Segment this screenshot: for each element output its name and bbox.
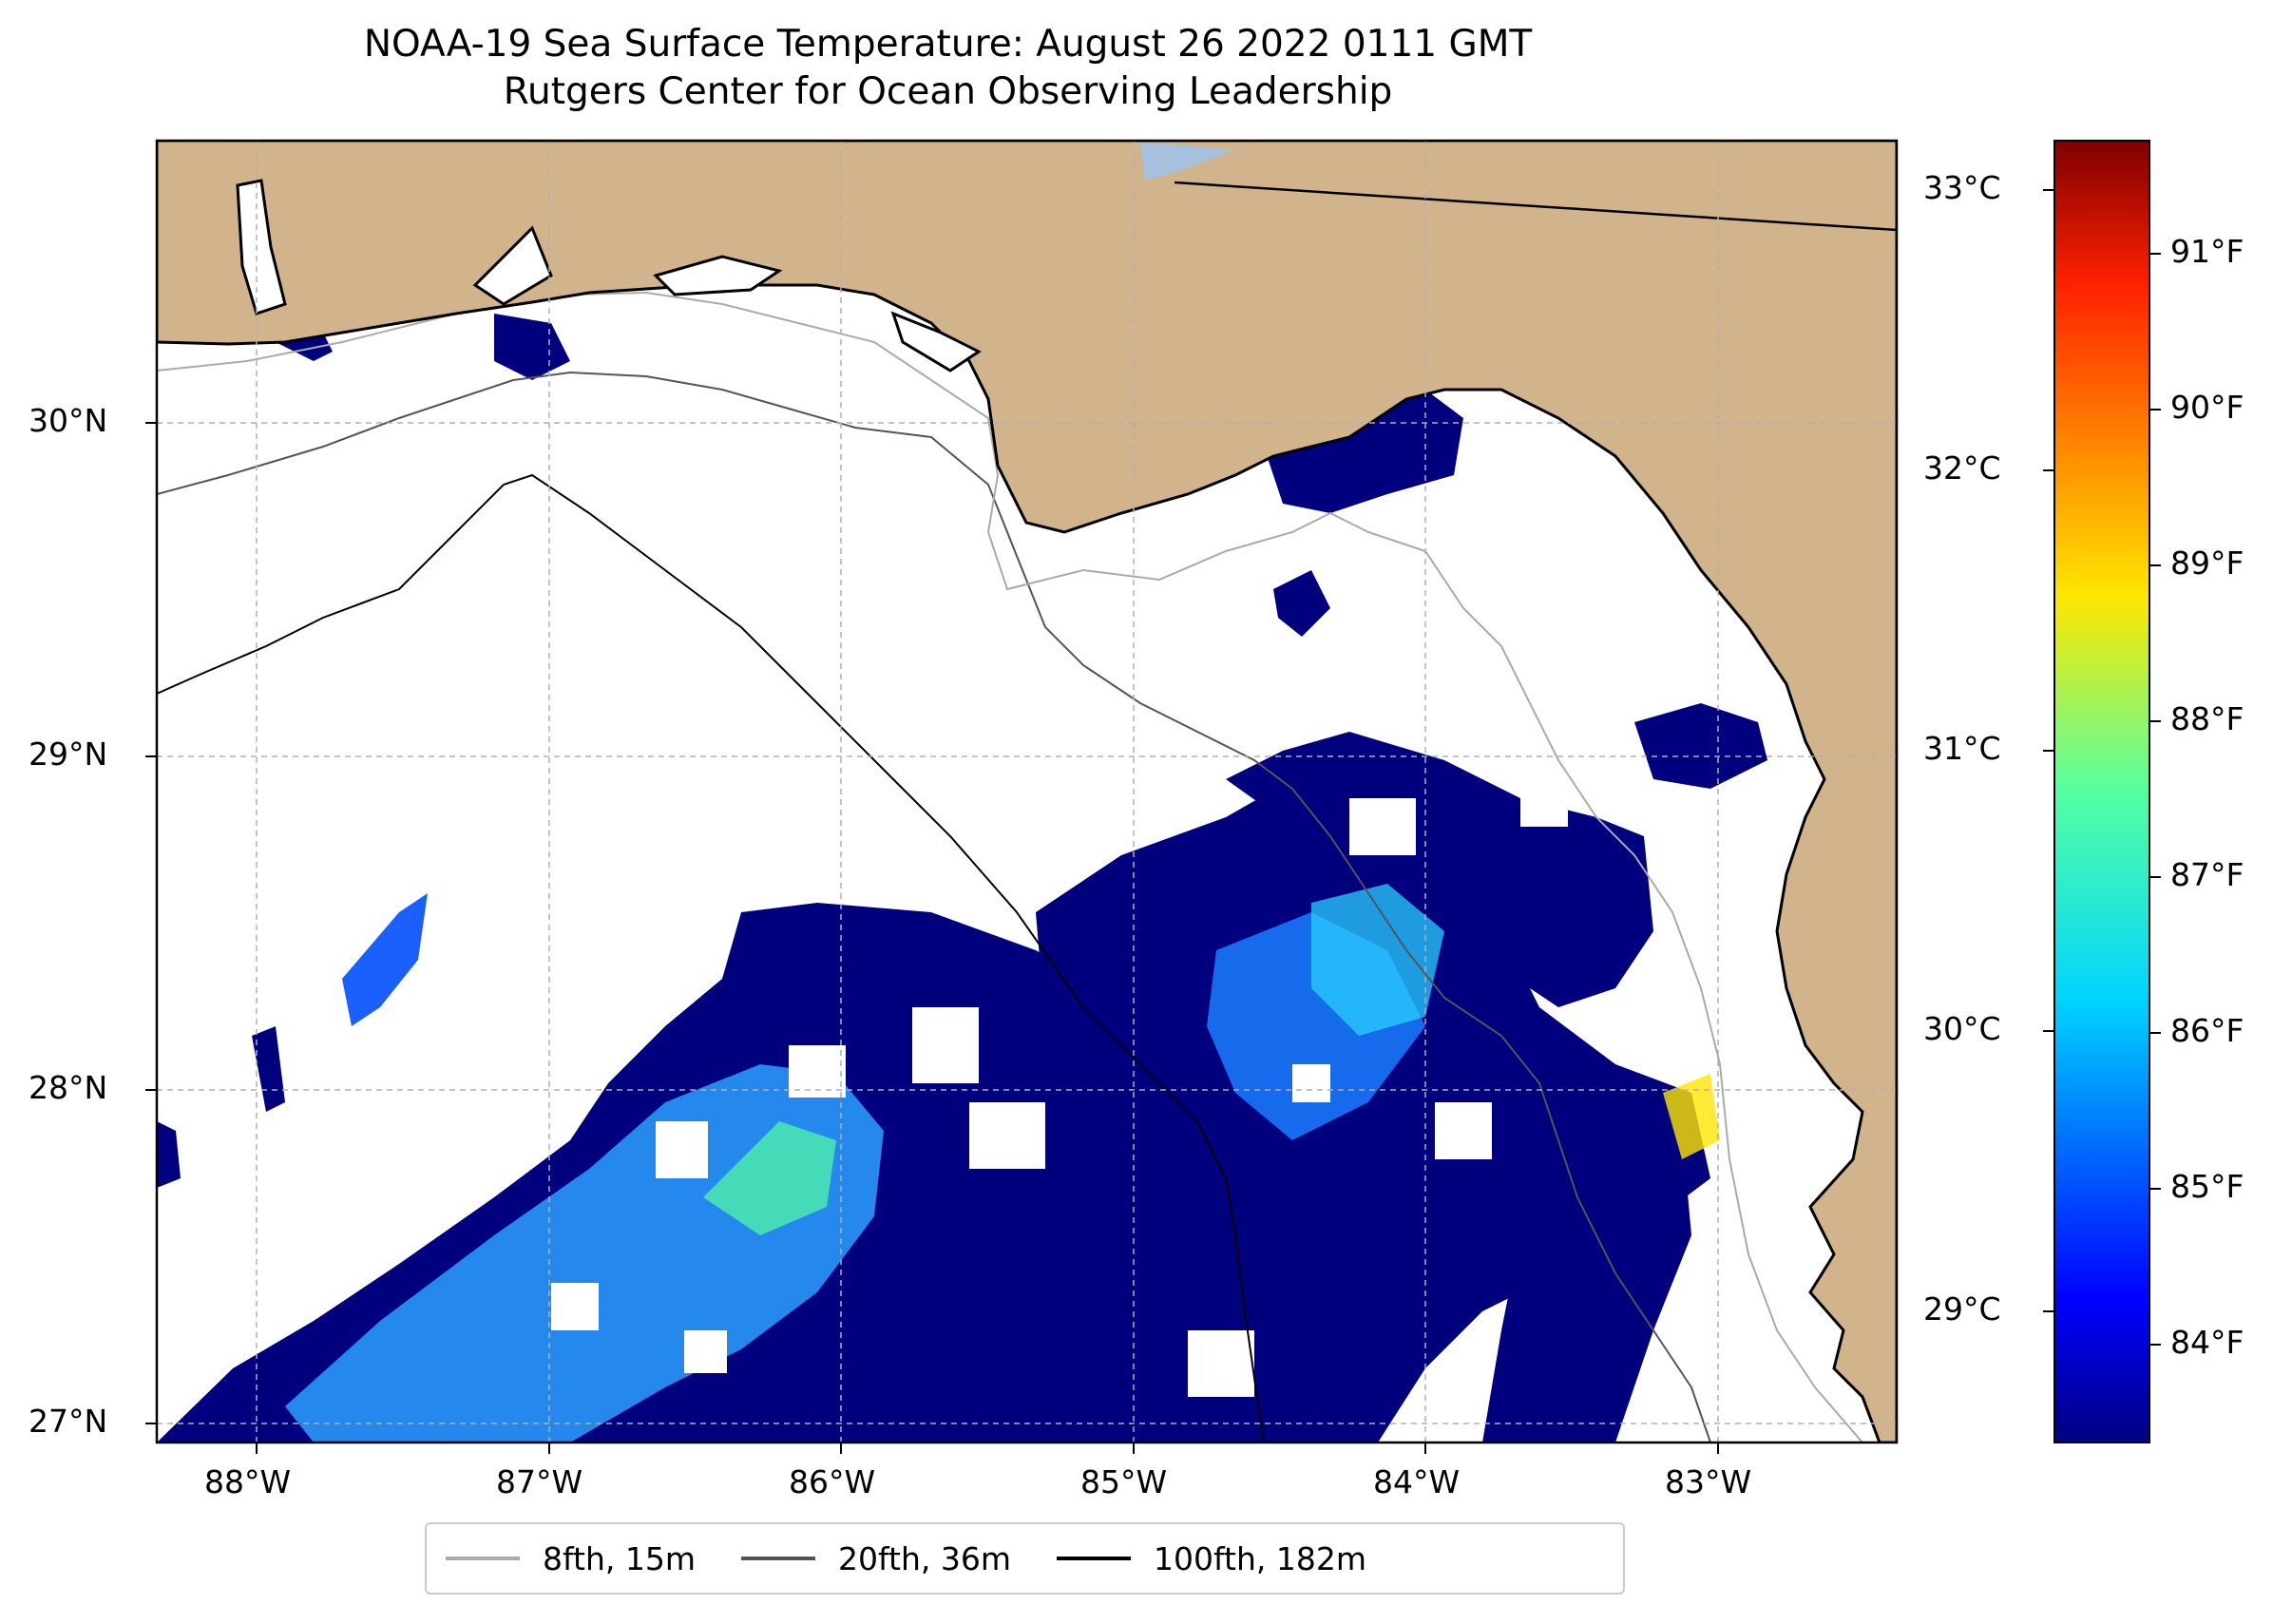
colorbar-ticks [2043,189,2161,1346]
sst-patch-coast-2 [494,314,570,380]
state-border [1174,181,1897,232]
map-frame [155,139,1899,1444]
x-tick-84w: 84°W [1373,1463,1461,1500]
cb-label-89f: 89°F [2170,545,2244,582]
sst-patch-nature-coast [1634,703,1767,789]
x-tick-86w: 86°W [789,1463,876,1500]
x-tick-87w: 87°W [496,1463,583,1500]
contour-100fth [157,473,1265,1442]
x-tick-83w: 83°W [1665,1463,1752,1500]
sst-patch-bigbend [1264,390,1463,513]
sst-patch-tampa [1663,1074,1720,1159]
contour-20fth [157,371,1711,1442]
colorbar [2053,140,2150,1443]
cb-label-86f: 86°F [2170,1012,2244,1049]
legend-item-8fth: 8fth, 15m [446,1540,696,1577]
legend-item-20fth: 20fth, 36m [741,1540,1011,1577]
legend-line-8fth [446,1557,520,1560]
legend-label-8fth: 8fth, 15m [543,1539,697,1577]
sst-patch-far-west [157,1121,181,1188]
legend-label-100fth: 100fth, 182m [1154,1539,1367,1577]
sst-patch-east-warm [1311,884,1444,1036]
sst-patch-west [342,893,428,1026]
title-line-2: Rutgers Center for Ocean Observing Leade… [503,70,1393,113]
legend-item-100fth: 100fth, 182m [1057,1540,1366,1577]
gridlines [157,141,1897,1442]
cb-label-84f: 84°F [2170,1324,2244,1361]
lake-seminole [1140,143,1235,181]
cb-label-33c: 33°C [1923,169,2001,206]
cb-label-88f: 88°F [2170,700,2244,737]
choctawhatchee-bay [653,255,783,296]
legend-line-100fth [1057,1557,1132,1560]
sst-patch-warm-spot [703,1121,836,1235]
sst-patch-bigbend-2 [1273,570,1330,637]
chart-title: NOAA-19 Sea Surface Temperature: August … [157,21,1739,116]
sst-patch-warm-core [285,1064,884,1442]
title-line-1: NOAA-19 Sea Surface Temperature: August … [363,23,1533,66]
y-tick-28n: 28°N [29,1069,108,1106]
cb-label-91f: 91°F [2170,233,2244,270]
y-tick-29n: 29°N [29,736,108,773]
bathymetry-contours [157,291,1863,1442]
cb-label-90f: 90°F [2170,389,2244,426]
legend-line-20fth [741,1557,816,1560]
sst-patch-east [1226,732,1653,1007]
axis-ticks [145,422,1719,1454]
y-tick-27n: 27°N [29,1403,108,1440]
sst-patch-southeast [1482,1093,1691,1442]
cb-label-32c: 32°C [1923,449,2001,487]
cb-label-87f: 87°F [2170,856,2244,893]
cb-label-30c: 30°C [1923,1010,2001,1047]
cb-label-31c: 31°C [1923,730,2001,767]
cb-label-85f: 85°F [2170,1168,2244,1205]
pensacola-bay [472,225,553,306]
sst-data-layer [157,266,1767,1442]
contour-legend: 8fth, 15m 20fth, 36m 100fth, 182m [425,1522,1625,1595]
st-andrew-bay [890,311,982,373]
y-tick-30n: 30°N [29,402,108,439]
contour-8fth [157,291,1863,1442]
cb-label-29c: 29°C [1923,1290,2001,1328]
legend-label-20fth: 20fth, 36m [838,1539,1012,1577]
mobile-bay [236,179,287,315]
x-tick-88w: 88°W [204,1463,292,1500]
x-tick-85w: 85°W [1080,1463,1168,1500]
